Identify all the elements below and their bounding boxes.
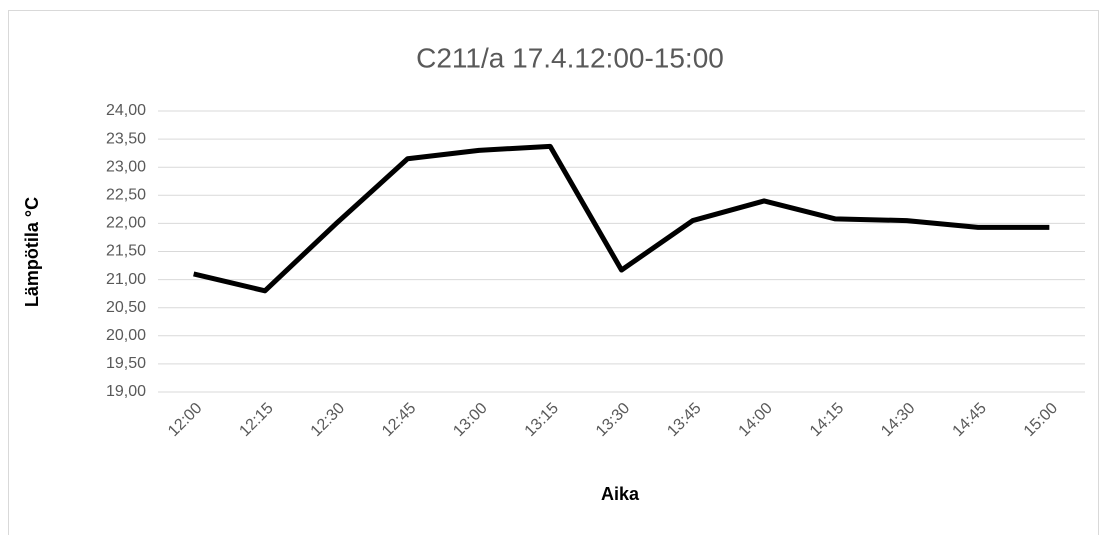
chart-border [8,10,1099,535]
y-tick-label: 22,50 [106,187,146,204]
chart-title: C211/a 17.4.12:00-15:00 [416,42,724,73]
y-tick-label: 20,00 [106,327,146,344]
y-tick-label: 23,50 [106,130,146,147]
y-tick-label: 23,00 [106,158,146,175]
y-tick-label: 21,50 [106,243,146,260]
y-axis-label: Lämpötila °C [22,197,42,307]
y-tick-label: 21,00 [106,271,146,288]
y-tick-label: 20,50 [106,299,146,316]
line-series [193,143,1050,294]
x-axis-label: Aika [601,484,640,504]
y-tick-label: 22,00 [106,215,146,232]
y-tick-label: 19,00 [106,383,146,400]
y-tick-label: 19,50 [106,355,146,372]
y-tick-label: 24,00 [106,102,146,119]
